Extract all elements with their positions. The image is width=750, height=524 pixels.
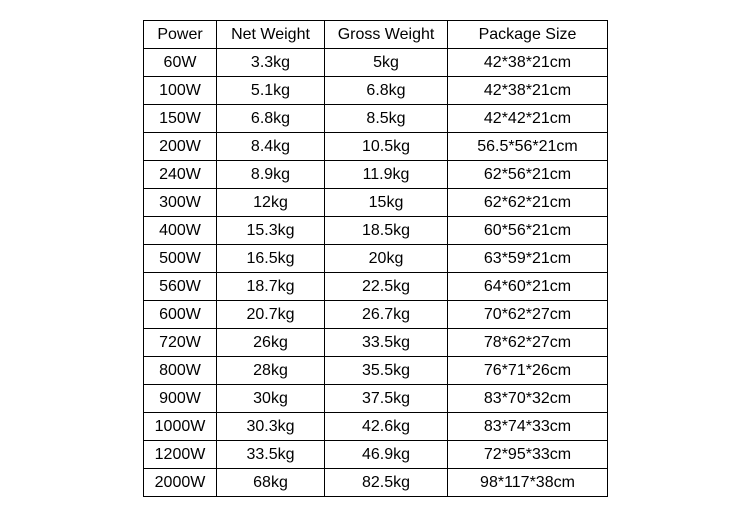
- table-cell: 300W: [143, 188, 217, 217]
- table-cell: 62*62*21cm: [447, 188, 608, 217]
- header-cell: Power: [143, 20, 217, 49]
- table-cell: 83*70*32cm: [447, 384, 608, 413]
- table-cell: 5kg: [324, 48, 448, 77]
- table-cell: 26.7kg: [324, 300, 448, 329]
- table-cell: 60*56*21cm: [447, 216, 608, 245]
- table-cell: 72*95*33cm: [447, 440, 608, 469]
- table-row: 60W 3.3kg 5kg 42*38*21cm: [143, 48, 608, 77]
- table-row: 100W 5.1kg 6.8kg 42*38*21cm: [143, 76, 608, 105]
- table-cell: 30.3kg: [216, 412, 325, 441]
- table-cell: 33.5kg: [216, 440, 325, 469]
- table-cell: 1200W: [143, 440, 217, 469]
- table-cell: 20kg: [324, 244, 448, 273]
- table-cell: 30kg: [216, 384, 325, 413]
- table-cell: 37.5kg: [324, 384, 448, 413]
- table-cell: 8.9kg: [216, 160, 325, 189]
- table-container: Power Net Weight Gross Weight Package Size …: [143, 20, 608, 497]
- table-cell: 42.6kg: [324, 412, 448, 441]
- table-cell: 78*62*27cm: [447, 328, 608, 357]
- table-cell: 18.5kg: [324, 216, 448, 245]
- header-cell: Package Size: [447, 20, 608, 49]
- table-cell: 46.9kg: [324, 440, 448, 469]
- table-cell: 15kg: [324, 188, 448, 217]
- table-cell: 15.3kg: [216, 216, 325, 245]
- table-cell: 12kg: [216, 188, 325, 217]
- header-row: Power Net Weight Gross Weight Package Size: [143, 20, 608, 49]
- table-cell: 63*59*21cm: [447, 244, 608, 273]
- table-cell: 62*56*21cm: [447, 160, 608, 189]
- table-row: 500W 16.5kg 20kg 63*59*21cm: [143, 244, 608, 273]
- table-cell: 42*38*21cm: [447, 76, 608, 105]
- table-cell: 22.5kg: [324, 272, 448, 301]
- table-cell: 240W: [143, 160, 217, 189]
- header-cell: Gross Weight: [324, 20, 448, 49]
- table-cell: 42*38*21cm: [447, 48, 608, 77]
- table-cell: 5.1kg: [216, 76, 325, 105]
- table-cell: 900W: [143, 384, 217, 413]
- table-cell: 800W: [143, 356, 217, 385]
- table-cell: 20.7kg: [216, 300, 325, 329]
- table-row: 1200W 33.5kg 46.9kg 72*95*33cm: [143, 440, 608, 469]
- table-cell: 60W: [143, 48, 217, 77]
- table-row: 720W 26kg 33.5kg 78*62*27cm: [143, 328, 608, 357]
- table-cell: 6.8kg: [216, 104, 325, 133]
- table-cell: 26kg: [216, 328, 325, 357]
- table-cell: 83*74*33cm: [447, 412, 608, 441]
- table-cell: 8.5kg: [324, 104, 448, 133]
- table-cell: 3.3kg: [216, 48, 325, 77]
- table-row: 1000W 30.3kg 42.6kg 83*74*33cm: [143, 412, 608, 441]
- table-row: 300W 12kg 15kg 62*62*21cm: [143, 188, 608, 217]
- table-cell: 42*42*21cm: [447, 104, 608, 133]
- table-cell: 33.5kg: [324, 328, 448, 357]
- table-row: 150W 6.8kg 8.5kg 42*42*21cm: [143, 104, 608, 133]
- table-cell: 100W: [143, 76, 217, 105]
- table-cell: 500W: [143, 244, 217, 273]
- table-cell: 98*117*38cm: [447, 468, 608, 497]
- table-cell: 720W: [143, 328, 217, 357]
- spec-table: Power Net Weight Gross Weight Package Size …: [143, 20, 608, 497]
- table-cell: 56.5*56*21cm: [447, 132, 608, 161]
- table-cell: 64*60*21cm: [447, 272, 608, 301]
- table-cell: 82.5kg: [324, 468, 448, 497]
- table-cell: 1000W: [143, 412, 217, 441]
- table-cell: 2000W: [143, 468, 217, 497]
- table-cell: 6.8kg: [324, 76, 448, 105]
- table-row: 800W 28kg 35.5kg 76*71*26cm: [143, 356, 608, 385]
- table-cell: 400W: [143, 216, 217, 245]
- table-cell: 18.7kg: [216, 272, 325, 301]
- table-cell: 68kg: [216, 468, 325, 497]
- table-cell: 35.5kg: [324, 356, 448, 385]
- table-cell: 11.9kg: [324, 160, 448, 189]
- header-cell: Net Weight: [216, 20, 325, 49]
- table-cell: 560W: [143, 272, 217, 301]
- table-row: 2000W 68kg 82.5kg 98*117*38cm: [143, 468, 608, 497]
- table-cell: 16.5kg: [216, 244, 325, 273]
- table-row: 560W 18.7kg 22.5kg 64*60*21cm: [143, 272, 608, 301]
- table-row: 900W 30kg 37.5kg 83*70*32cm: [143, 384, 608, 413]
- table-cell: 200W: [143, 132, 217, 161]
- table-cell: 8.4kg: [216, 132, 325, 161]
- table-cell: 150W: [143, 104, 217, 133]
- table-row: 240W 8.9kg 11.9kg 62*56*21cm: [143, 160, 608, 189]
- table-row: 400W 15.3kg 18.5kg 60*56*21cm: [143, 216, 608, 245]
- table-row: 200W 8.4kg 10.5kg 56.5*56*21cm: [143, 132, 608, 161]
- table-cell: 28kg: [216, 356, 325, 385]
- table-body: 60W 3.3kg 5kg 42*38*21cm 100W 5.1kg 6.8kg 42*38…: [143, 48, 608, 497]
- table-cell: 70*62*27cm: [447, 300, 608, 329]
- table-row: 600W 20.7kg 26.7kg 70*62*27cm: [143, 300, 608, 329]
- table-cell: 76*71*26cm: [447, 356, 608, 385]
- table-cell: 600W: [143, 300, 217, 329]
- table-cell: 10.5kg: [324, 132, 448, 161]
